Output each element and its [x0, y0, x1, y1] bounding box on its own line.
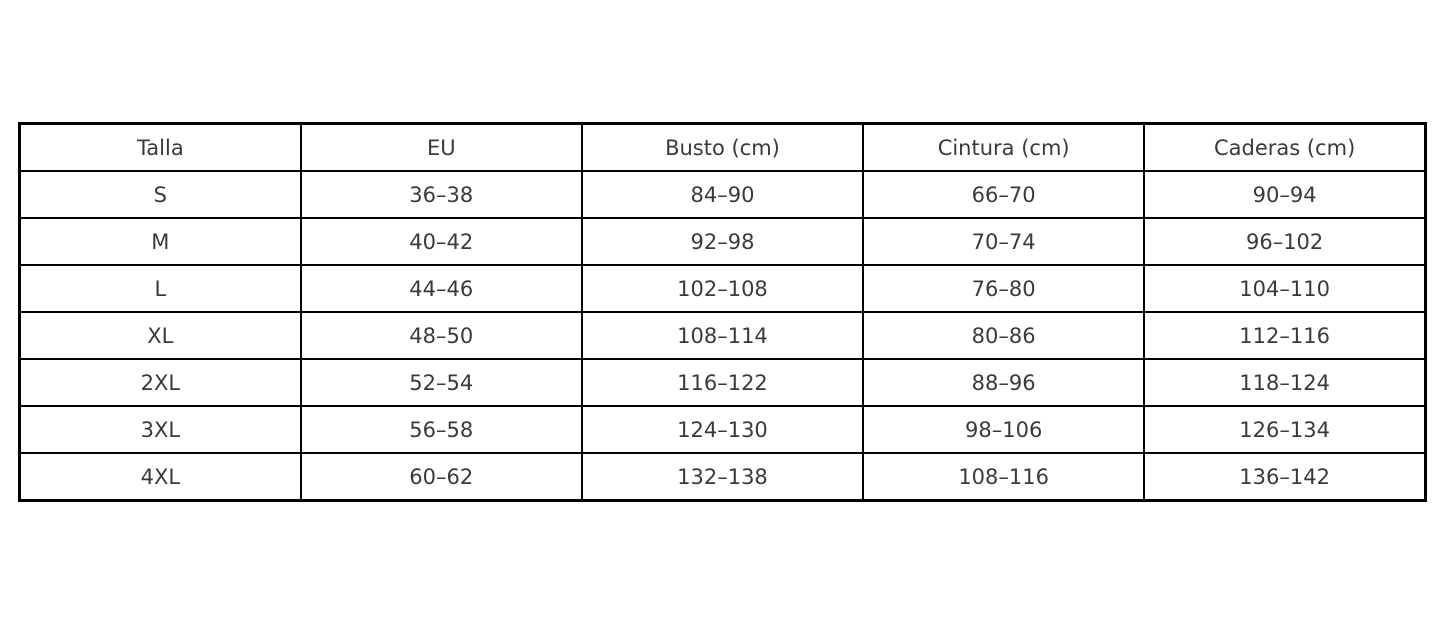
size-chart-container: Talla EU Busto (cm) Cintura (cm) Caderas… — [18, 122, 1427, 502]
table-cell: 104–110 — [1143, 264, 1427, 313]
table-cell: 92–98 — [580, 217, 865, 266]
table-cell: 90–94 — [1143, 170, 1427, 219]
table-cell: 98–106 — [862, 405, 1146, 454]
column-header-cintura: Cintura (cm) — [862, 122, 1146, 172]
table-cell: 108–114 — [580, 311, 865, 360]
table-row-4xl: 4XL 60–62 132–138 108–116 136–142 — [18, 452, 1427, 502]
table-cell: 60–62 — [299, 452, 583, 502]
table-cell: 40–42 — [299, 217, 583, 266]
table-cell: 80–86 — [862, 311, 1146, 360]
table-row-3xl: 3XL 56–58 124–130 98–106 126–134 — [18, 405, 1427, 454]
table-cell: 126–134 — [1143, 405, 1427, 454]
size-chart-table: Talla EU Busto (cm) Cintura (cm) Caderas… — [18, 122, 1427, 502]
table-cell: 88–96 — [862, 358, 1146, 407]
table-cell: 102–108 — [580, 264, 865, 313]
table-cell: 70–74 — [862, 217, 1146, 266]
column-header-talla: Talla — [18, 122, 302, 172]
table-row-xl: XL 48–50 108–114 80–86 112–116 — [18, 311, 1427, 360]
table-cell: 2XL — [18, 358, 302, 407]
column-header-eu: EU — [299, 122, 583, 172]
table-cell: 118–124 — [1143, 358, 1427, 407]
table-cell: 48–50 — [299, 311, 583, 360]
table-cell: 112–116 — [1143, 311, 1427, 360]
table-row-m: M 40–42 92–98 70–74 96–102 — [18, 217, 1427, 266]
table-row-s: S 36–38 84–90 66–70 90–94 — [18, 170, 1427, 219]
size-chart-header: Talla EU Busto (cm) Cintura (cm) Caderas… — [18, 122, 1427, 172]
table-row-l: L 44–46 102–108 76–80 104–110 — [18, 264, 1427, 313]
table-row-2xl: 2XL 52–54 116–122 88–96 118–124 — [18, 358, 1427, 407]
table-cell: 36–38 — [299, 170, 583, 219]
table-cell: 76–80 — [862, 264, 1146, 313]
table-cell: 66–70 — [862, 170, 1146, 219]
table-cell: 124–130 — [580, 405, 865, 454]
table-cell: 132–138 — [580, 452, 865, 502]
table-cell: M — [18, 217, 302, 266]
table-cell: XL — [18, 311, 302, 360]
table-cell: 52–54 — [299, 358, 583, 407]
size-chart-body: S 36–38 84–90 66–70 90–94 M 40–42 92–98 70–74 96–… — [18, 170, 1427, 502]
table-cell: 84–90 — [580, 170, 865, 219]
table-cell: L — [18, 264, 302, 313]
table-cell: S — [18, 170, 302, 219]
table-cell: 116–122 — [580, 358, 865, 407]
table-cell: 44–46 — [299, 264, 583, 313]
column-header-caderas: Caderas (cm) — [1143, 122, 1427, 172]
table-cell: 96–102 — [1143, 217, 1427, 266]
header-row: Talla EU Busto (cm) Cintura (cm) Caderas… — [18, 122, 1427, 172]
table-cell: 56–58 — [299, 405, 583, 454]
table-cell: 136–142 — [1143, 452, 1427, 502]
column-header-busto: Busto (cm) — [580, 122, 865, 172]
table-cell: 4XL — [18, 452, 302, 502]
table-cell: 3XL — [18, 405, 302, 454]
table-cell: 108–116 — [862, 452, 1146, 502]
